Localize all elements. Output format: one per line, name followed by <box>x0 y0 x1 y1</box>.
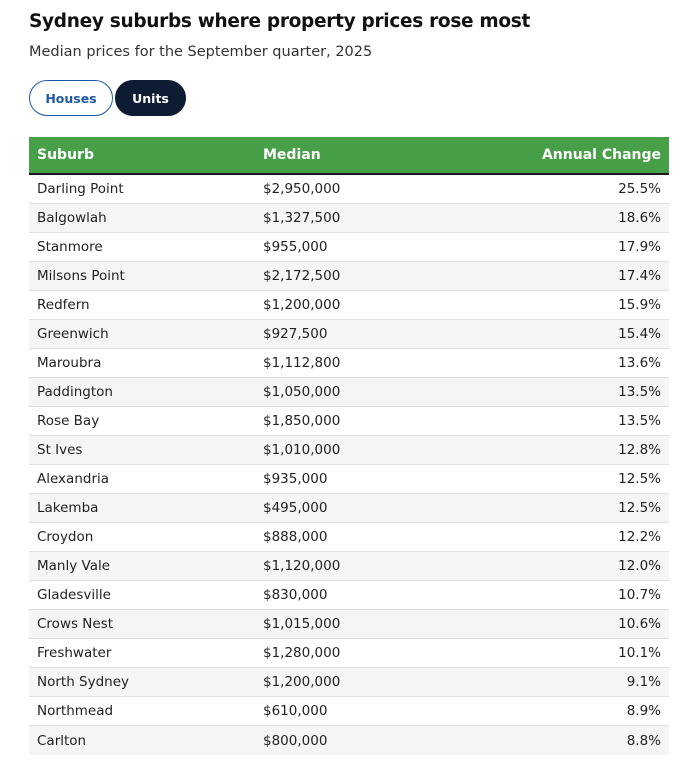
cell-suburb: Maroubra <box>37 355 102 371</box>
table-header: Suburb Median Annual Change <box>29 137 669 175</box>
table-body: Darling Point $2,950,000 25.5% Balgowlah $1,… <box>29 175 669 755</box>
cell-suburb: Crows Nest <box>37 616 114 632</box>
cell-median: $1,280,000 <box>263 645 341 661</box>
cell-annual-change: 8.9% <box>626 703 661 719</box>
cell-suburb: Redfern <box>37 297 90 313</box>
cell-median: $1,200,000 <box>263 297 341 313</box>
cell-suburb: Stanmore <box>37 239 103 255</box>
table-row: Gladesville $830,000 10.7% <box>29 581 669 610</box>
cell-suburb: Milsons Point <box>37 268 125 284</box>
cell-suburb: Manly Vale <box>37 558 111 574</box>
page-title: Sydney suburbs where property prices ros… <box>29 11 531 32</box>
cell-annual-change: 15.9% <box>618 297 661 313</box>
cell-median: $1,050,000 <box>263 384 341 400</box>
table-row: Manly Vale $1,120,000 12.0% <box>29 552 669 581</box>
cell-annual-change: 12.5% <box>618 471 661 487</box>
cell-suburb: Croydon <box>37 529 94 545</box>
cell-median: $1,010,000 <box>263 442 341 458</box>
cell-suburb: Rose Bay <box>37 413 100 429</box>
table-row: Freshwater $1,280,000 10.1% <box>29 639 669 668</box>
cell-suburb: Gladesville <box>37 587 111 603</box>
cell-annual-change: 15.4% <box>618 326 661 342</box>
cell-median: $1,200,000 <box>263 674 341 690</box>
table-row: Paddington $1,050,000 13.5% <box>29 378 669 407</box>
table-row: Balgowlah $1,327,500 18.6% <box>29 204 669 233</box>
cell-annual-change: 12.2% <box>618 529 661 545</box>
table-row: Stanmore $955,000 17.9% <box>29 233 669 262</box>
cell-suburb: St Ives <box>37 442 83 458</box>
cell-annual-change: 8.8% <box>626 732 661 749</box>
cell-median: $935,000 <box>263 471 328 487</box>
table-row: North Sydney $1,200,000 9.1% <box>29 668 669 697</box>
table-row: Rose Bay $1,850,000 13.5% <box>29 407 669 436</box>
cell-median: $1,120,000 <box>263 558 341 574</box>
cell-annual-change: 13.6% <box>618 355 661 371</box>
property-type-toggle: Houses Units <box>29 80 186 116</box>
cell-median: $2,950,000 <box>263 181 341 197</box>
cell-median: $1,015,000 <box>263 616 341 632</box>
cell-annual-change: 10.7% <box>618 587 661 603</box>
cell-annual-change: 12.8% <box>618 442 661 458</box>
cell-suburb: Lakemba <box>37 500 99 516</box>
table-row: Alexandria $935,000 12.5% <box>29 465 669 494</box>
header-suburb[interactable]: Suburb <box>37 147 94 163</box>
cell-annual-change: 9.1% <box>626 674 661 690</box>
table-row: Milsons Point $2,172,500 17.4% <box>29 262 669 291</box>
table-row: Carlton $800,000 8.8% <box>29 726 669 755</box>
page-subtitle: Median prices for the September quarter,… <box>29 44 373 60</box>
houses-toggle-button[interactable]: Houses <box>29 80 113 116</box>
cell-suburb: Alexandria <box>37 471 110 487</box>
table-row: Darling Point $2,950,000 25.5% <box>29 175 669 204</box>
cell-annual-change: 25.5% <box>618 181 661 197</box>
table-row: Redfern $1,200,000 15.9% <box>29 291 669 320</box>
cell-median: $800,000 <box>263 732 328 749</box>
table-row: St Ives $1,010,000 12.8% <box>29 436 669 465</box>
cell-suburb: Northmead <box>37 703 114 719</box>
cell-median: $495,000 <box>263 500 328 516</box>
cell-annual-change: 17.9% <box>618 239 661 255</box>
cell-median: $1,112,800 <box>263 355 341 371</box>
cell-median: $1,850,000 <box>263 413 341 429</box>
cell-median: $955,000 <box>263 239 328 255</box>
cell-annual-change: 17.4% <box>618 268 661 284</box>
table-row: Crows Nest $1,015,000 10.6% <box>29 610 669 639</box>
table-row: Northmead $610,000 8.9% <box>29 697 669 726</box>
units-toggle-button[interactable]: Units <box>115 80 186 116</box>
cell-annual-change: 12.0% <box>618 558 661 574</box>
cell-annual-change: 13.5% <box>618 384 661 400</box>
cell-suburb: Greenwich <box>37 326 109 342</box>
cell-annual-change: 13.5% <box>618 413 661 429</box>
cell-median: $1,327,500 <box>263 210 341 226</box>
cell-median: $927,500 <box>263 326 328 342</box>
cell-annual-change: 10.1% <box>618 645 661 661</box>
cell-median: $610,000 <box>263 703 328 719</box>
cell-median: $830,000 <box>263 587 328 603</box>
header-median[interactable]: Median <box>263 147 321 163</box>
cell-median: $2,172,500 <box>263 268 341 284</box>
cell-suburb: Freshwater <box>37 645 112 661</box>
cell-suburb: North Sydney <box>37 674 130 690</box>
cell-suburb: Darling Point <box>37 181 124 197</box>
table-row: Greenwich $927,500 15.4% <box>29 320 669 349</box>
cell-median: $888,000 <box>263 529 328 545</box>
table-row: Lakemba $495,000 12.5% <box>29 494 669 523</box>
cell-suburb: Balgowlah <box>37 210 107 226</box>
table-row: Maroubra $1,112,800 13.6% <box>29 349 669 378</box>
cell-annual-change: 12.5% <box>618 500 661 516</box>
suburb-price-table: Suburb Median Annual Change Darling Poin… <box>29 137 669 755</box>
cell-suburb: Carlton <box>37 732 87 749</box>
cell-annual-change: 10.6% <box>618 616 661 632</box>
cell-annual-change: 18.6% <box>618 210 661 226</box>
header-annual-change[interactable]: Annual Change <box>541 147 661 163</box>
cell-suburb: Paddington <box>37 384 113 400</box>
table-row: Croydon $888,000 12.2% <box>29 523 669 552</box>
